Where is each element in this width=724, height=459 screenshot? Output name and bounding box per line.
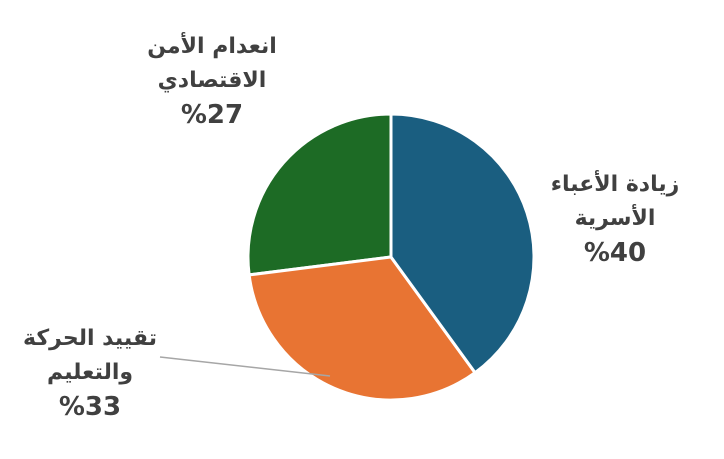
slice-label: تقييد الحركة والتعليم %33 bbox=[0, 322, 200, 424]
pie-slice bbox=[389, 112, 536, 375]
slice-label: زيادة الأعباء الأسرية %40 bbox=[505, 168, 724, 270]
value-label: %40 bbox=[583, 238, 647, 268]
value-label: %27 bbox=[180, 100, 244, 130]
pie-slice bbox=[247, 255, 478, 402]
category-label: زيادة الأعباء الأسرية bbox=[550, 172, 680, 231]
slice-label: انعدام الأمن الاقتصادي %27 bbox=[102, 30, 322, 132]
value-label: %33 bbox=[58, 392, 122, 422]
category-label: انعدام الأمن الاقتصادي bbox=[147, 34, 277, 93]
pie-slice bbox=[246, 112, 393, 277]
leader-line bbox=[159, 356, 331, 377]
category-label: تقييد الحركة والتعليم bbox=[23, 326, 157, 385]
